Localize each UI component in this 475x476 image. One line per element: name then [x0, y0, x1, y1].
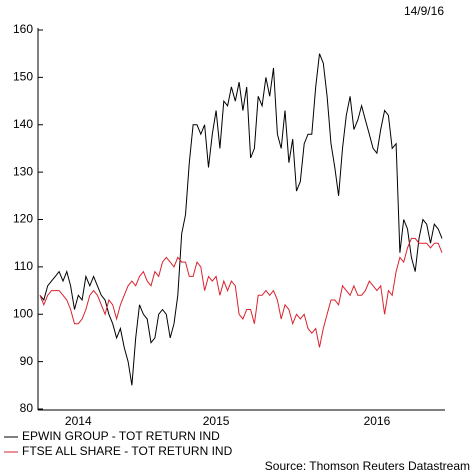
- x-tick-label: 2014: [65, 414, 92, 428]
- x-tick-label: 2015: [203, 414, 230, 428]
- source: Source: Thomson Reuters Datastream: [265, 459, 470, 473]
- y-tick-label: 160: [13, 22, 33, 36]
- y-tick-label: 150: [13, 70, 33, 84]
- legend-label: FTSE ALL SHARE - TOT RETURN IND: [22, 444, 233, 458]
- series-line: [39, 53, 443, 386]
- y-tick-label: 130: [13, 164, 33, 178]
- y-tick-label: 110: [14, 259, 33, 273]
- x-tick-label: 2016: [364, 414, 391, 428]
- y-tick-label: 140: [13, 117, 33, 131]
- y-tick-label: 120: [13, 212, 33, 226]
- date: 14/9/16: [404, 4, 444, 18]
- y-tick-label: 100: [13, 306, 33, 320]
- y-tick-label: 80: [20, 401, 34, 415]
- y-tick-label: 90: [20, 354, 34, 368]
- legend-label: EPWIN GROUP - TOT RETURN IND: [22, 429, 220, 443]
- series-line: [39, 237, 443, 348]
